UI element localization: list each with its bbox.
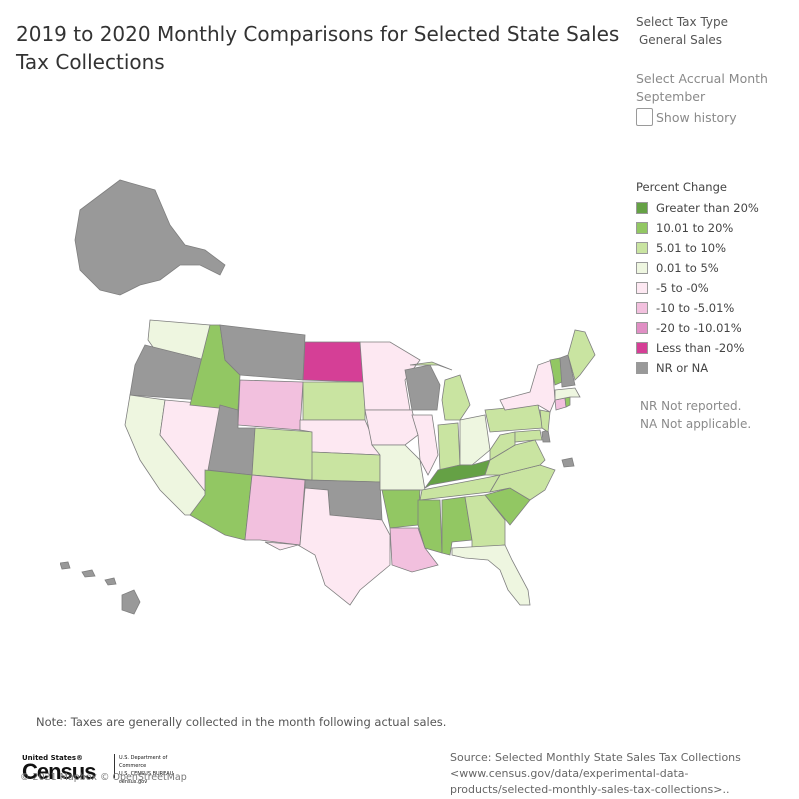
state-hi[interactable] [60, 561, 141, 615]
legend-label: Greater than 20% [656, 201, 759, 215]
footnote: Note: Taxes are generally collected in t… [36, 715, 447, 729]
state-ny[interactable] [499, 359, 556, 413]
state-me[interactable] [567, 329, 596, 381]
note-na: NA Not applicable. [640, 417, 752, 431]
legend-swatch [636, 222, 648, 234]
legend-item[interactable]: 10.01 to 20% [636, 218, 759, 238]
legend-swatch [636, 202, 648, 214]
state-ri[interactable] [564, 396, 571, 408]
legend-label: -5 to -0% [656, 281, 709, 295]
legend-item[interactable]: 0.01 to 5% [636, 258, 759, 278]
state-md[interactable] [514, 429, 543, 443]
legend-title: Percent Change [636, 180, 727, 194]
page-title: 2019 to 2020 Monthly Comparisons for Sel… [16, 22, 620, 74]
logo-top-text: United States® [22, 754, 83, 762]
state-tx[interactable] [264, 487, 391, 606]
notes: NR Not reported. NA Not applicable. [640, 397, 751, 433]
legend-item[interactable]: -5 to -0% [636, 278, 759, 298]
state-mo[interactable] [371, 444, 426, 491]
legend-label: -10 to -5.01% [656, 301, 735, 315]
us-state-map[interactable] [60, 170, 600, 620]
legend-item[interactable]: Less than -20% [636, 338, 759, 358]
state-ms[interactable] [417, 499, 443, 554]
state-il[interactable] [411, 414, 439, 476]
legend-label: -20 to -10.01% [656, 321, 742, 335]
logo-department: U.S. Department of Commerce U.S. CENSUS … [114, 754, 179, 785]
census-logo[interactable]: United States® Census U.S. Department of… [22, 754, 173, 785]
legend-item[interactable]: 5.01 to 10% [636, 238, 759, 258]
state-ma[interactable] [554, 387, 581, 401]
legend-swatch [636, 282, 648, 294]
legend-swatch [636, 302, 648, 314]
legend-label: 5.01 to 10% [656, 241, 727, 255]
state-nd[interactable] [302, 341, 366, 383]
legend-swatch [636, 342, 648, 354]
legend-swatch [636, 242, 648, 254]
state-wy[interactable] [237, 379, 304, 431]
tax-type-label: Select Tax Type [636, 15, 729, 29]
state-ky[interactable] [424, 459, 491, 489]
logo-dept-line2: U.S. CENSUS BUREAU [119, 771, 174, 777]
legend-label: Less than -20% [656, 341, 745, 355]
map-attribution[interactable]: © 2021 Mapbox © OpenStreetMap [20, 772, 187, 783]
note-nr: NR Not reported. [640, 399, 742, 413]
legend-label: NR or NA [656, 361, 709, 375]
state-oh[interactable] [459, 414, 491, 466]
state-pa[interactable] [484, 404, 544, 433]
state-nm[interactable] [244, 474, 306, 546]
state-fl[interactable] [451, 544, 531, 606]
state-in[interactable] [437, 422, 461, 471]
state-wi[interactable] [404, 364, 441, 411]
logo-dept-line3: census.gov [119, 779, 148, 785]
state-va[interactable] [484, 439, 546, 476]
state-sd[interactable] [302, 381, 366, 421]
state-ks[interactable] [311, 451, 381, 483]
legend-item[interactable]: Greater than 20% [636, 198, 759, 218]
state-ia[interactable] [364, 409, 419, 446]
logo-main-text: Census [22, 759, 96, 784]
accrual-month-select[interactable]: September [636, 89, 706, 104]
legend-item[interactable]: -10 to -5.01% [636, 298, 759, 318]
state-co[interactable] [251, 427, 316, 481]
legend-swatch [636, 262, 648, 274]
legend-label: 10.01 to 20% [656, 221, 734, 235]
legend-item[interactable]: -20 to -10.01% [636, 318, 759, 338]
state-mt[interactable] [219, 324, 306, 381]
state-de[interactable] [541, 429, 551, 443]
state-ak[interactable] [74, 179, 226, 296]
state-ar[interactable] [381, 489, 421, 529]
legend-swatch [636, 322, 648, 334]
show-history-toggle[interactable]: Show history [636, 108, 737, 126]
legend-label: 0.01 to 5% [656, 261, 719, 275]
show-history-label: Show history [656, 109, 737, 125]
state-pr[interactable] [561, 457, 575, 468]
state-nh[interactable] [559, 354, 576, 388]
show-history-checkbox[interactable] [636, 108, 653, 126]
tax-type-select[interactable]: General Sales [639, 33, 723, 47]
accrual-month-label: Select Accrual Month [636, 71, 768, 86]
legend: Percent Change Greater than 20% 10.01 to … [636, 180, 759, 378]
source-citation[interactable]: Source: Selected Monthly State Sales Tax… [450, 751, 741, 796]
legend-item[interactable]: NR or NA [636, 358, 759, 378]
legend-swatch [636, 362, 648, 374]
logo-dept-line1: U.S. Department of Commerce [119, 755, 168, 769]
state-nj[interactable] [539, 409, 551, 433]
state-la[interactable] [389, 527, 439, 573]
